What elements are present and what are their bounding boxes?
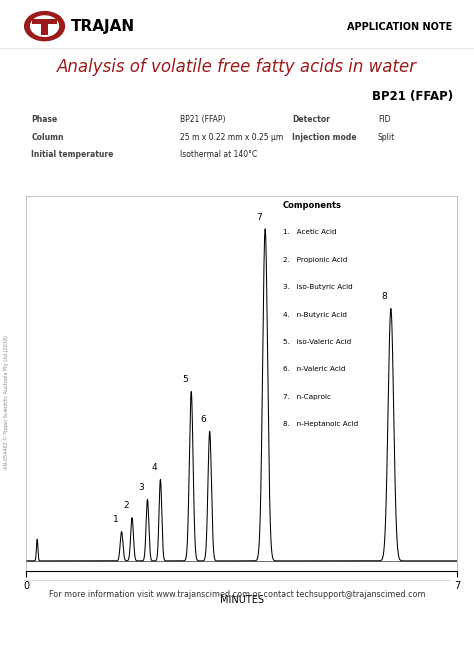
Text: 3: 3: [138, 483, 144, 492]
Text: APPLICATION NOTE: APPLICATION NOTE: [347, 22, 453, 31]
Text: 6.   n-Valeric Acid: 6. n-Valeric Acid: [283, 366, 345, 373]
Text: 3.   iso-Butyric Acid: 3. iso-Butyric Acid: [283, 284, 353, 290]
Text: AN-054462 © Trajan Scientific Australia Pty Ltd (2018): AN-054462 © Trajan Scientific Australia …: [3, 335, 9, 469]
Text: Analysis of volatile free fatty acids in water: Analysis of volatile free fatty acids in…: [57, 58, 417, 76]
Text: BP21 (FFAP): BP21 (FFAP): [181, 115, 226, 124]
Text: 5: 5: [182, 375, 188, 384]
Text: 2: 2: [123, 501, 129, 511]
Text: 5.   iso-Valeric Acid: 5. iso-Valeric Acid: [283, 339, 351, 345]
Text: Column part number: Column part number: [31, 98, 129, 107]
Text: www.trajanscimed.com: www.trajanscimed.com: [292, 643, 455, 655]
Text: Initial temperature: Initial temperature: [31, 150, 114, 159]
Text: FID: FID: [378, 115, 390, 124]
Text: 4: 4: [151, 463, 157, 472]
Text: 7.   n-Caproic: 7. n-Caproic: [283, 394, 331, 400]
Text: 1: 1: [112, 515, 118, 525]
Circle shape: [31, 16, 58, 36]
Text: For more information visit www.trajanscimed.com or contact techsupport@trajansci: For more information visit www.trajansci…: [49, 590, 425, 599]
Text: 1.   Acetic Acid: 1. Acetic Acid: [283, 229, 337, 235]
Text: 2.   Propionic Acid: 2. Propionic Acid: [283, 257, 347, 263]
Text: 8.   n-Heptanoic Acid: 8. n-Heptanoic Acid: [283, 421, 358, 427]
Text: 4.   n-Butyric Acid: 4. n-Butyric Acid: [283, 312, 346, 318]
Text: 6: 6: [201, 415, 206, 424]
X-axis label: MINUTES: MINUTES: [220, 596, 264, 606]
Text: 054462: 054462: [181, 98, 212, 107]
Text: 7: 7: [256, 212, 262, 222]
Text: Detector: Detector: [292, 115, 330, 124]
Bar: [32, 19, 57, 24]
Bar: [41, 24, 48, 35]
Text: Injection mode: Injection mode: [292, 133, 356, 141]
Text: BP21 (FFAP): BP21 (FFAP): [372, 90, 453, 103]
Text: Phase: Phase: [31, 115, 57, 124]
Text: Components: Components: [283, 201, 342, 210]
Text: TRAJAN: TRAJAN: [71, 19, 135, 34]
Text: Split: Split: [378, 133, 395, 141]
Text: 8: 8: [382, 292, 388, 302]
Text: 25 m x 0.22 mm x 0.25 μm: 25 m x 0.22 mm x 0.25 μm: [181, 133, 284, 141]
Text: Column: Column: [31, 133, 64, 141]
Circle shape: [25, 11, 64, 41]
Text: Isothermal at 140°C: Isothermal at 140°C: [181, 150, 258, 159]
